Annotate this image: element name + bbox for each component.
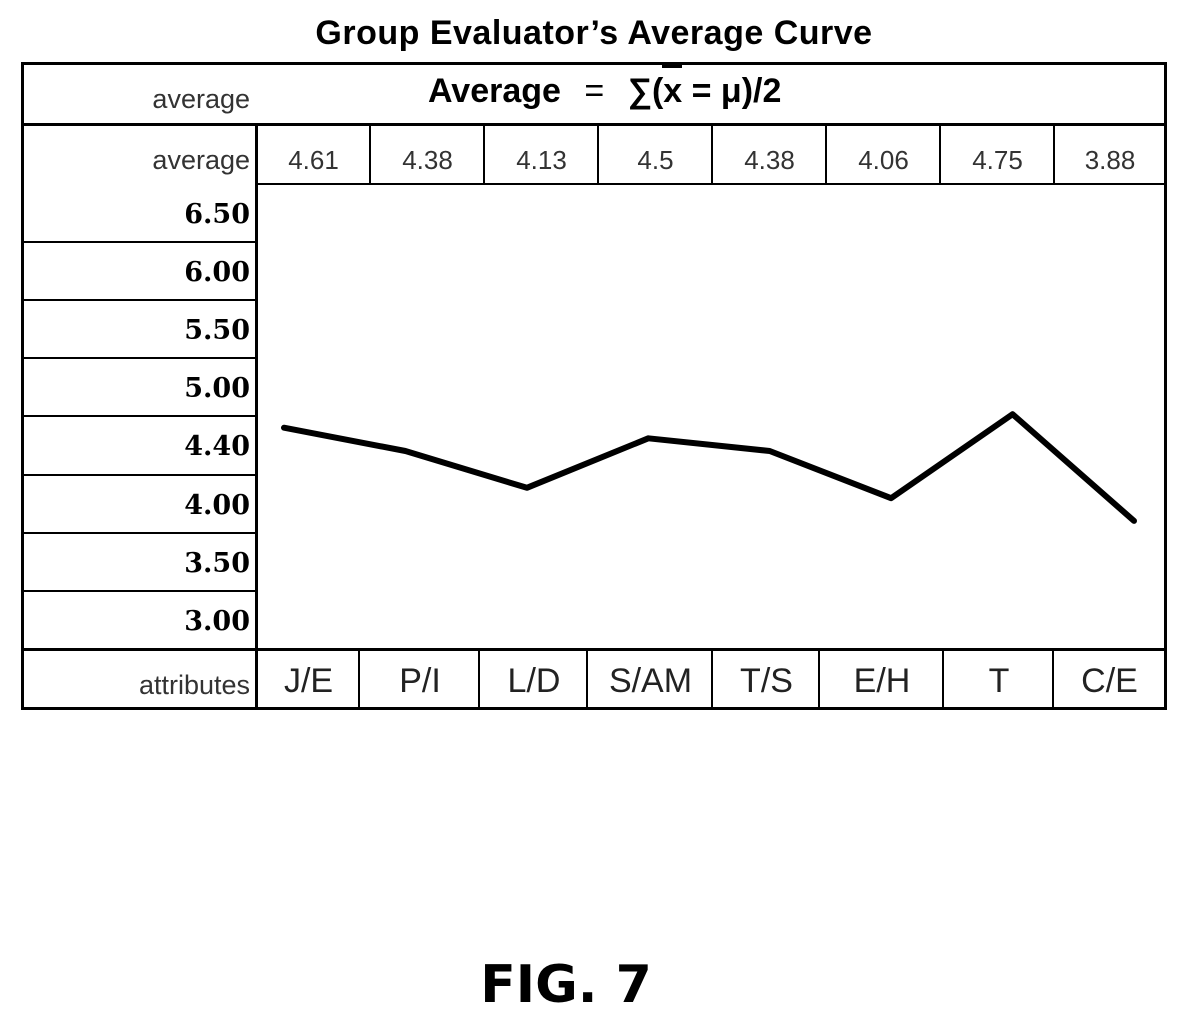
header-divider [21,123,1167,126]
data-point-s-am [646,436,651,441]
y-tick-label: 4.40 [184,431,250,462]
attribute-label: J/E [283,662,334,700]
tick-row-line [21,357,256,359]
attribute-cell-divider [358,649,360,709]
tick-row-line [21,415,256,417]
attribute-label: L/D [507,662,561,700]
average-value-cell: 4.61 [288,145,339,175]
average-formula: Average = ∑(x = μ)/2 [428,72,781,111]
chart-title: Group Evaluator’s Average Curve [315,14,873,52]
attribute-cell-divider [711,649,713,709]
average-cell-divider [711,124,713,184]
average-cell-divider [483,124,485,184]
attribute-label: E/H [853,662,911,700]
formula-overbar [662,65,682,68]
y-tick-label: 6.00 [184,257,250,288]
average-value-cell: 3.88 [1084,145,1136,175]
y-tick-label: 3.00 [184,606,250,637]
figure-label: FIG. 7 [480,955,652,1015]
attribute-label: T [988,662,1010,700]
y-tick-label: 4.00 [184,490,250,521]
average-value-cell: 4.38 [744,145,795,175]
attribute-label: T/S [740,662,793,700]
attribute-label: S/AM [608,662,693,700]
data-point-t [1010,412,1015,417]
formula-sum: ∑ [627,72,652,110]
average-row-divider [257,183,1167,185]
header-average-label: average [152,84,250,114]
tick-row-line [21,474,256,476]
average-cell-divider [825,124,827,184]
formula-prefix: Average [428,72,561,110]
label-column-divider [255,124,258,709]
formula-body: (x = μ)/2 [651,72,782,110]
y-tick-label: 6.50 [184,199,250,230]
data-point-j-e [282,425,286,430]
formula-equals: = [584,72,605,110]
attribute-cell-divider [586,649,588,709]
average-row-label: average [152,145,250,175]
data-point-e-h [889,496,894,501]
attribute-cell-divider [478,649,480,709]
data-point-c-e [1132,518,1136,523]
attributes-divider [21,648,1167,651]
data-point-l-d [524,485,529,490]
y-tick-label: 3.50 [184,548,250,579]
attribute-cell-divider [1052,649,1054,709]
data-point-p-i [403,449,408,453]
average-value-cell: 4.75 [972,145,1023,175]
y-tick-label: 5.50 [184,315,250,346]
tick-row-line [21,299,256,301]
average-value-cell: 4.5 [637,145,674,175]
attribute-cell-divider [942,649,944,709]
y-tick-label: 5.00 [184,373,250,404]
series-line [281,411,1137,524]
average-cell-divider [369,124,371,184]
attribute-label: P/I [399,662,441,700]
attributes-row-label: attributes [138,670,250,700]
average-value-cell: 4.13 [516,145,567,175]
chart-frame [21,62,1167,710]
data-point-t-s [767,449,772,453]
tick-row-line [21,590,256,592]
attribute-label: C/E [1081,662,1138,700]
average-cell-divider [1053,124,1055,184]
attribute-cell-divider [818,649,820,709]
average-value-cell: 4.38 [402,145,453,175]
tick-row-line [21,241,256,243]
average-cell-divider [939,124,941,184]
average-value-cell: 4.06 [858,145,909,175]
average-cell-divider [597,124,599,184]
tick-row-line [21,532,256,534]
